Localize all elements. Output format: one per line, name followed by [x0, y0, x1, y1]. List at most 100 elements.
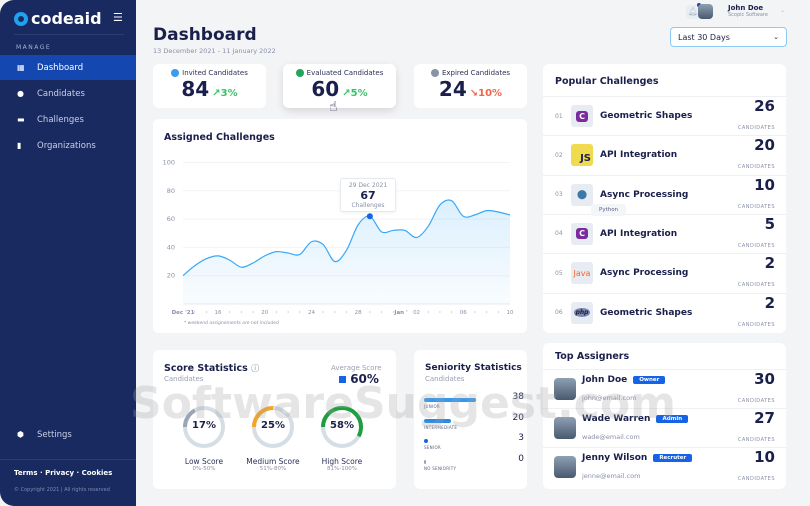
seniority-statistics-card: Seniority Statistics Candidates JUNIOR 38…: [414, 350, 527, 489]
assigner-row[interactable]: Jenny Wilson Recruter jenne@email.com 10 CAN…: [543, 447, 786, 486]
top-assigners-card: Top Assigners John Doe Owner john@email.co…: [543, 343, 786, 489]
section-label: MANAGE: [16, 44, 52, 51]
language-python-icon: ⬤: [571, 183, 593, 206]
tick-bg: [209, 308, 228, 316]
rank: 02: [555, 151, 563, 159]
candidate-count: 2: [764, 254, 775, 273]
seniority-row: SENIOR 3: [424, 433, 524, 450]
seniority-value: 38: [512, 392, 524, 402]
count-unit: CANDIDATES: [737, 125, 775, 131]
x-tick-label: Jan '22: [393, 310, 415, 316]
language-js-icon: JS: [571, 144, 593, 167]
sidebar-item-label: Settings: [37, 429, 72, 440]
avg-score-value: 60%: [350, 372, 379, 386]
count-unit: CANDIDATES: [737, 437, 775, 443]
kpi-invited: Invited Candidates 84 ↗3%: [153, 64, 266, 108]
sidebar-item-label: Dashboard: [37, 62, 84, 73]
challenge-row[interactable]: 06 php Geometric Shapes 2 CANDIDATES: [543, 292, 786, 332]
sidebar-item-dashboard[interactable]: ▦ Dashboard: [0, 55, 136, 80]
tooltip-date: 29 Dec 2021: [348, 182, 388, 189]
user-icon: ●: [17, 88, 24, 98]
sidebar-item-candidates[interactable]: ● Candidates: [0, 81, 136, 106]
card-title: Score Statistics ⓘ: [164, 363, 259, 374]
language-java-icon: Java: [571, 262, 593, 285]
challenge-row[interactable]: 04 C API Integration 5 CANDIDATES: [543, 213, 786, 253]
x-tick-label: 20: [261, 310, 268, 316]
logo-icon: [14, 11, 28, 26]
rank: 03: [555, 191, 563, 199]
challenge-row[interactable]: 02 JS API Integration 20 CANDIDATES: [543, 135, 786, 174]
info-icon[interactable]: ⓘ: [251, 364, 260, 373]
period-select[interactable]: Last 30 Days ⌄: [670, 27, 787, 47]
kpi-label: Expired Candidates: [441, 69, 511, 77]
candidate-count: 10: [754, 175, 775, 194]
tick-bg: [174, 308, 192, 316]
ring-percent: 58%: [330, 420, 354, 431]
chart-footnote: * weekend assignements are not included: [184, 321, 279, 326]
x-tick-label: 10: [507, 310, 514, 316]
ring-fill: [321, 406, 363, 448]
sidebar-item-organizations[interactable]: ▮ Organizations: [0, 133, 136, 158]
language-csharp-icon: C: [571, 105, 593, 127]
grid-icon: ▦: [17, 62, 25, 72]
privacy-link[interactable]: Privacy: [45, 469, 75, 477]
ring-fill: [183, 406, 225, 448]
card-title: Top Assigners: [555, 351, 630, 362]
role-badge: Admin: [656, 414, 689, 423]
user-avatar[interactable]: [698, 4, 713, 19]
tick-bg: [349, 308, 368, 316]
challenge-name: Geometric Shapes: [600, 307, 693, 318]
seniority-bar: [424, 418, 452, 423]
y-tick-label: 100: [163, 159, 175, 167]
title-text: Score Statistics: [164, 363, 248, 374]
ring-label: High Score 81%-100%: [302, 457, 382, 472]
footer-links: Terms · Privacy · Cookies: [14, 469, 113, 477]
challenge-name: Async Processing: [600, 189, 689, 200]
copyright: © Copyright 2021 | All rights reserved: [14, 487, 110, 493]
divider: [0, 459, 136, 460]
candidate-count: 27: [754, 409, 775, 427]
sidebar-item-challenges[interactable]: ▬ Challenges: [0, 107, 136, 132]
card-subtitle: Candidates: [425, 375, 465, 383]
sidebar: codeaid ☰ MANAGE ▦ Dashboard ● Candidates …: [0, 0, 136, 506]
assigner-row[interactable]: Wade Warren Admin wade@email.com 27 CANDIDAT…: [543, 408, 786, 447]
avg-score: 60%: [339, 372, 379, 386]
card-title: Assigned Challenges: [164, 132, 275, 143]
ring-percent: 17%: [192, 420, 216, 431]
rank: 05: [555, 269, 563, 277]
challenge-row[interactable]: 01 C Geometric Shapes 26 CANDIDATES: [543, 96, 786, 135]
assigner-email: john@email.com: [582, 393, 637, 402]
tooltip-value: 67: [360, 189, 376, 202]
assigned-challenges-card: Assigned Challenges 20 40 60 80 100 Dec '21 16…: [153, 119, 527, 333]
avg-score-label: Average Score: [331, 364, 382, 372]
check-icon: [295, 69, 304, 77]
avatar: [554, 378, 576, 400]
x-tick-label: 16: [215, 310, 222, 316]
terms-link[interactable]: Terms: [14, 469, 38, 477]
sidebar-item-settings[interactable]: ⬢ Settings: [0, 422, 136, 447]
chevron-down-icon: ⌄: [773, 33, 779, 41]
card-subtitle: Candidates: [164, 375, 204, 383]
y-tick-label: 80: [167, 187, 175, 195]
rank: 04: [555, 230, 563, 238]
chevron-down-icon[interactable]: ⌄: [780, 7, 786, 14]
seniority-label: INTERMEDIATE: [424, 424, 458, 430]
trend-icon: [339, 376, 346, 383]
tick-bg: [302, 308, 321, 316]
challenge-row[interactable]: 05 Java Async Processing 2 CANDIDATES: [543, 253, 786, 292]
ring-label: Low Score 0%-50%: [164, 457, 244, 472]
count-unit: CANDIDATES: [737, 203, 775, 210]
kpi-label: Evaluated Candidates: [306, 69, 384, 77]
cookies-link[interactable]: Cookies: [81, 469, 113, 477]
kpi-expired: Expired Candidates 24 ↘10%: [414, 64, 527, 108]
logo[interactable]: codeaid: [14, 9, 102, 28]
collapse-menu-icon[interactable]: ☰: [113, 11, 123, 24]
expired-icon: [430, 69, 439, 77]
challenge-row[interactable]: 03 ⬤ Async Processing 10 CANDIDATES: [543, 174, 786, 214]
assigner-row[interactable]: John Doe Owner john@email.com 30 CANDIDATES: [543, 369, 786, 408]
count-unit: CANDIDATES: [737, 476, 775, 482]
kpi-change: 5%: [350, 88, 368, 99]
sidebar-item-label: Candidates: [37, 88, 85, 99]
user-name[interactable]: John Doe: [728, 4, 764, 12]
building-icon: ▮: [17, 140, 22, 150]
